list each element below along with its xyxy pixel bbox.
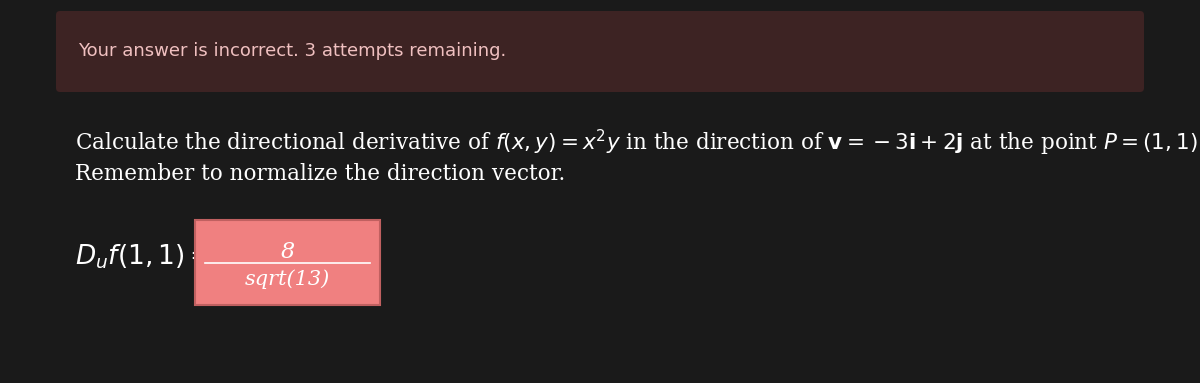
Text: 8: 8 (281, 242, 294, 264)
Text: sqrt(13): sqrt(13) (245, 270, 330, 289)
Text: Your answer is incorrect. 3 attempts remaining.: Your answer is incorrect. 3 attempts rem… (78, 43, 506, 61)
FancyBboxPatch shape (194, 220, 380, 305)
Text: Remember to normalize the direction vector.: Remember to normalize the direction vect… (74, 163, 565, 185)
Text: Calculate the directional derivative of $f(x, y) = x^2y$ in the direction of $\m: Calculate the directional derivative of … (74, 128, 1200, 158)
FancyBboxPatch shape (56, 11, 1144, 92)
Text: $D_u f(1,1) =$: $D_u f(1,1) =$ (74, 243, 211, 271)
